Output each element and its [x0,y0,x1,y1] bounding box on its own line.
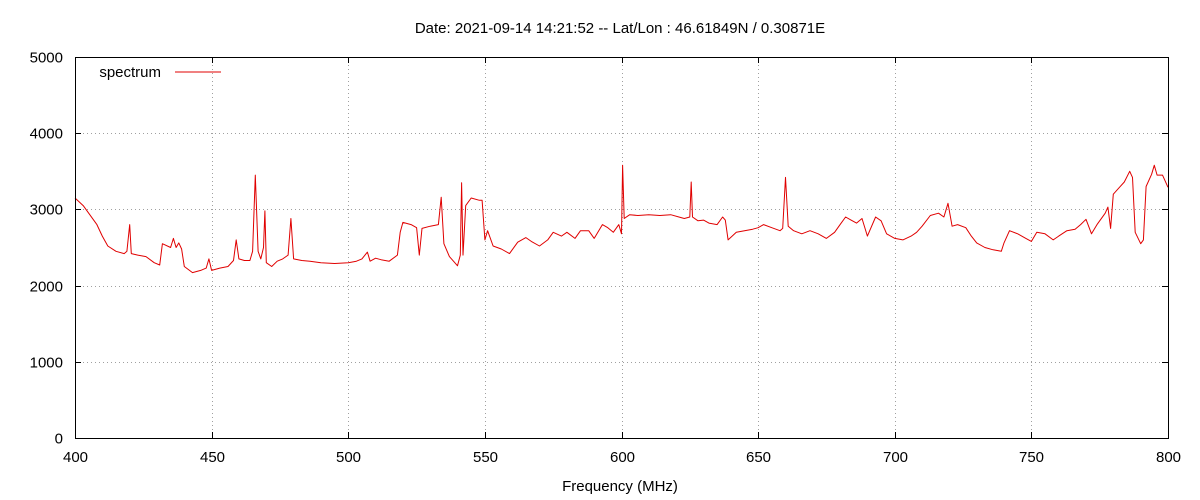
y-tick-label: 3000 [30,202,63,219]
x-tick-label: 600 [610,449,635,466]
series-layer [74,164,1169,274]
x-tick-label: 450 [200,449,225,466]
y-tick-label: 0 [55,431,63,448]
x-tick-label: 750 [1019,449,1044,466]
series-line-spectrum [74,164,1169,274]
x-tick-label: 500 [336,449,361,466]
legend: spectrum [99,64,221,81]
x-tick-label: 700 [883,449,908,466]
grid-lines [75,57,1168,438]
legend-label: spectrum [99,64,161,81]
y-tick-labels: 0 1000 2000 3000 4000 5000 [30,50,63,448]
x-tick-label: 400 [63,449,88,466]
tick-marks [75,57,1169,439]
plot-frame [75,57,1169,439]
x-axis-label: Frequency (MHz) [562,478,678,495]
x-tick-label: 650 [746,449,771,466]
y-tick-label: 5000 [30,50,63,67]
x-tick-labels: 400 450 500 550 600 650 700 750 800 [63,449,1181,466]
x-tick-label: 550 [473,449,498,466]
y-tick-label: 4000 [30,126,63,143]
chart-title: Date: 2021-09-14 14:21:52 -- Lat/Lon : 4… [415,20,825,37]
y-tick-label: 2000 [30,279,63,296]
y-tick-label: 1000 [30,355,63,372]
x-tick-label: 800 [1156,449,1181,466]
